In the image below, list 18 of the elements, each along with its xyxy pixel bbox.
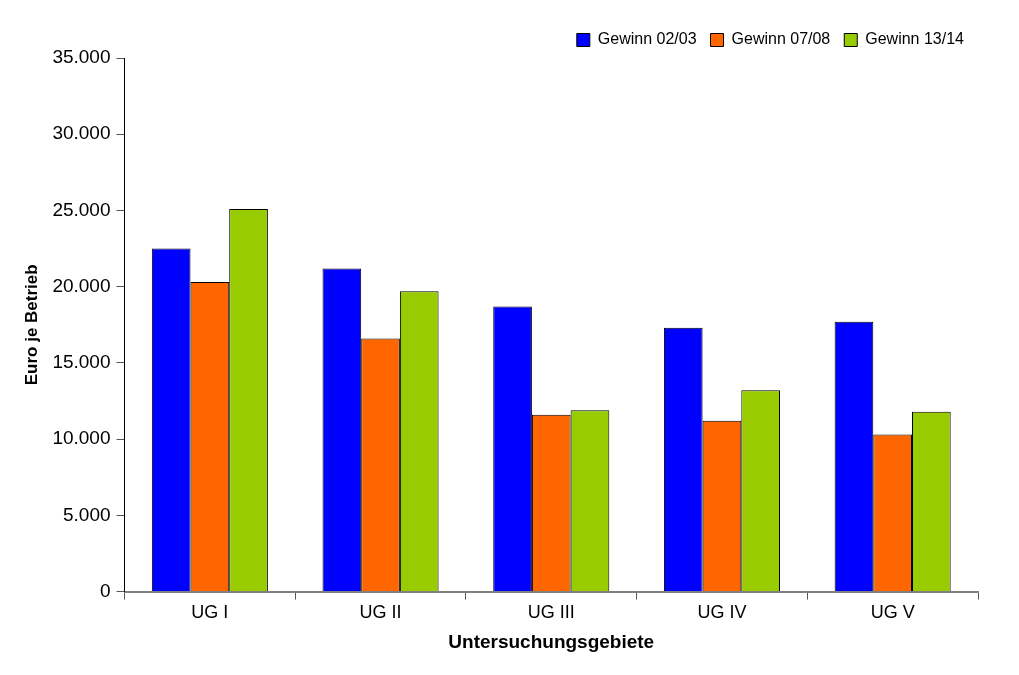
legend-label: Gewinn 02/03 — [597, 30, 697, 48]
y-tick-label: 25.000 — [52, 198, 111, 220]
x-tick-label: UG I — [191, 602, 229, 623]
y-tick-label: 35.000 — [52, 46, 111, 68]
legend-label: Gewinn 07/08 — [731, 30, 831, 48]
x-tick-label: UG II — [359, 602, 402, 623]
legend-label: Gewinn 13/14 — [865, 30, 965, 48]
x-axis-title: Untersuchungsgebiete — [448, 630, 655, 652]
y-tick-label: 30.000 — [52, 122, 111, 144]
x-tick-label: UG III — [527, 602, 575, 623]
y-tick-label: 5.000 — [62, 503, 111, 525]
y-axis-title: Euro je Betrieb — [21, 264, 41, 386]
y-tick-label: 20.000 — [52, 274, 111, 296]
x-tick-label: UG V — [870, 602, 915, 623]
y-tick-label: 10.000 — [52, 427, 111, 449]
x-tick-label: UG IV — [697, 602, 747, 623]
y-tick-label: 0 — [99, 579, 111, 601]
y-tick-label: 15.000 — [52, 351, 111, 373]
